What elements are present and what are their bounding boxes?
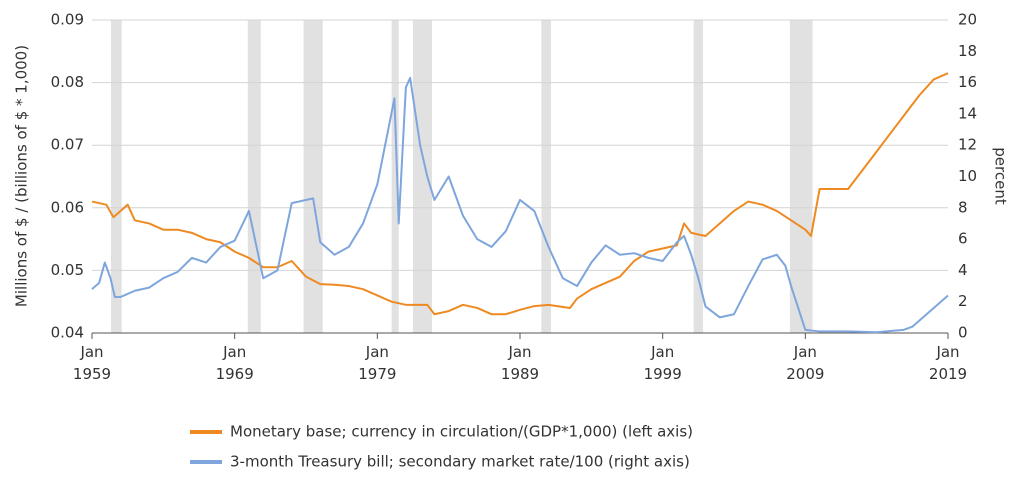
- recession-band: [693, 20, 704, 333]
- legend-label: Monetary base; currency in circulation/(…: [230, 423, 693, 441]
- y2-axis-label: percent: [992, 147, 1010, 205]
- recession-band: [413, 20, 432, 333]
- recession-band: [789, 20, 813, 333]
- y-tick-label: 0.08: [51, 73, 84, 91]
- y2-tick-label: 8: [958, 198, 968, 216]
- y2-tick-label: 2: [958, 292, 968, 310]
- y2-tick-label: 18: [958, 42, 977, 60]
- y2-tick-label: 16: [958, 73, 977, 91]
- y-tick-label: 0.07: [51, 136, 84, 154]
- recession-band: [110, 20, 122, 333]
- x-tick-label: Jan 2009: [786, 343, 825, 383]
- y-tick-label: 0.04: [51, 324, 84, 342]
- y-axis-label: Millions of $ / (billions of $ * 1,000): [13, 45, 31, 307]
- y-tick-label: 0.05: [51, 261, 84, 279]
- x-tick-label: Jan 1999: [643, 343, 682, 383]
- y-tick-label: 0.09: [51, 11, 84, 29]
- y2-tick-label: 10: [958, 167, 977, 185]
- recession-band: [303, 20, 323, 333]
- recession-band: [247, 20, 261, 333]
- x-tick-label: Jan 1959: [72, 343, 112, 383]
- y2-tick-label: 12: [958, 136, 977, 154]
- legend-label: 3-month Treasury bill; secondary market …: [230, 453, 690, 471]
- x-tick-label: Jan 1979: [358, 343, 397, 383]
- recession-band: [391, 20, 399, 333]
- series-line: [91, 76, 949, 334]
- x-tick-label: Jan 2019: [928, 343, 968, 383]
- y2-tick-label: 20: [958, 11, 977, 29]
- x-tick-label: Jan 1989: [500, 343, 540, 383]
- y2-tick-label: 0: [958, 324, 968, 342]
- x-tick-label: Jan 1969: [215, 343, 254, 383]
- recession-band: [541, 20, 551, 333]
- y2-tick-label: 14: [958, 104, 977, 122]
- y-tick-label: 0.06: [51, 198, 84, 216]
- y2-tick-label: 4: [958, 261, 968, 279]
- series-line: [91, 72, 949, 316]
- y2-tick-label: 6: [958, 230, 968, 248]
